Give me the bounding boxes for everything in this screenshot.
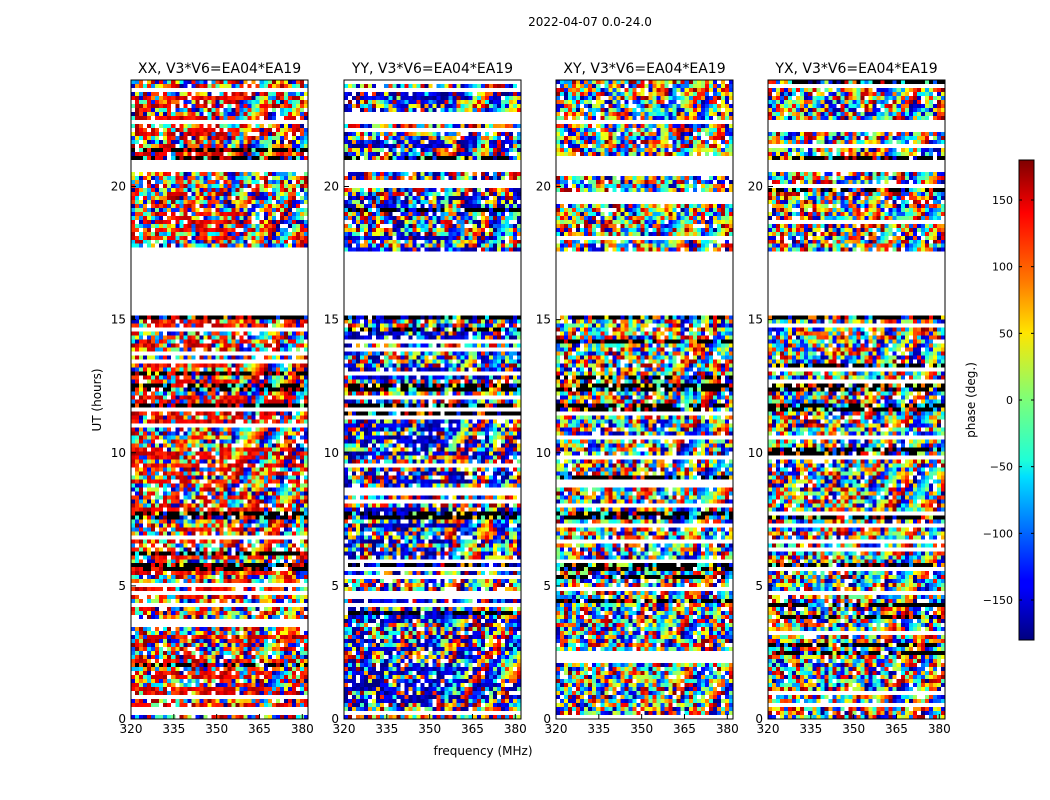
panel-title: YY, V3*V6=EA04*EA19 — [351, 61, 513, 77]
y-tick-label: 0 — [755, 712, 763, 726]
y-tick-label: 0 — [543, 712, 551, 726]
y-tick-label: 20 — [536, 180, 551, 194]
colorbar-tick-label: 100 — [992, 261, 1013, 274]
x-tick-label: 350 — [205, 722, 228, 736]
x-tick-label: 350 — [842, 722, 865, 736]
y-tick-label: 20 — [748, 180, 763, 194]
y-tick-label: 5 — [543, 579, 551, 593]
heatmap-image — [556, 80, 733, 719]
heatmap-image — [131, 80, 308, 719]
y-tick-label: 10 — [748, 446, 763, 460]
colorbar-label: phase (deg.) — [964, 362, 978, 438]
x-tick-label: 335 — [799, 722, 822, 736]
x-tick-label: 380 — [928, 722, 951, 736]
panel-frame — [555, 79, 734, 720]
y-tick-label: 10 — [536, 446, 551, 460]
x-tick-label: 365 — [461, 722, 484, 736]
y-tick-label: 5 — [755, 579, 763, 593]
panel-title: XX, V3*V6=EA04*EA19 — [138, 61, 301, 77]
colorbar: phase (deg.) 150 100 50 0 −50 −100 −150 — [964, 159, 1035, 641]
heatmap-image — [344, 80, 521, 719]
x-tick-label: 350 — [418, 722, 441, 736]
panel-yx: YX, V3*V6=EA04*EA19 320 335 350 365 380 0 5 10 15… — [748, 61, 951, 736]
figure-title: 2022-04-07 0.0-24.0 — [528, 15, 652, 29]
colorbar-tick-label: −100 — [983, 527, 1013, 540]
y-tick-label: 20 — [111, 180, 126, 194]
x-tick-label: 350 — [630, 722, 653, 736]
x-tick-label: 335 — [162, 722, 185, 736]
x-tick-label: 320 — [545, 722, 568, 736]
panel-yy: YY, V3*V6=EA04*EA19 320 335 350 365 380 0 5 10 15… — [324, 61, 527, 736]
y-tick-label: 5 — [118, 579, 126, 593]
y-tick-label: 0 — [118, 712, 126, 726]
colorbar-tick-label: 0 — [1006, 394, 1013, 407]
x-tick-label: 365 — [885, 722, 908, 736]
y-tick-label: 10 — [111, 446, 126, 460]
y-axis-label: UT (hours) — [90, 368, 104, 431]
x-tick-label: 335 — [375, 722, 398, 736]
x-tick-label: 380 — [291, 722, 314, 736]
y-tick-label: 15 — [748, 313, 763, 327]
x-tick-label: 380 — [504, 722, 527, 736]
panel-title: XY, V3*V6=EA04*EA19 — [563, 61, 725, 77]
heatmap-image — [768, 80, 945, 719]
panel-frame — [130, 79, 309, 720]
y-tick-label: 15 — [111, 313, 126, 327]
y-tick-label: 10 — [324, 446, 339, 460]
x-tick-label: 365 — [673, 722, 696, 736]
panel-frame — [767, 79, 946, 720]
x-tick-label: 320 — [757, 722, 780, 736]
panel-frame — [343, 79, 522, 720]
x-tick-label: 320 — [120, 722, 143, 736]
panel-xx: XX, V3*V6=EA04*EA19 320 335 350 365 380 0 5 10 15… — [111, 61, 314, 736]
colorbar-tick-label: 150 — [992, 194, 1013, 207]
colorbar-tick-label: −150 — [983, 594, 1013, 607]
panel-xy: XY, V3*V6=EA04*EA19 320 335 350 365 380 0 5 10 15… — [536, 61, 739, 736]
x-tick-label: 380 — [716, 722, 739, 736]
y-tick-label: 15 — [324, 313, 339, 327]
x-axis-label: frequency (MHz) — [433, 744, 532, 758]
y-tick-label: 0 — [331, 712, 339, 726]
y-tick-label: 15 — [536, 313, 551, 327]
y-tick-label: 20 — [324, 180, 339, 194]
panels-group: XX, V3*V6=EA04*EA19 320 335 350 365 380 0 5 10 15… — [111, 61, 951, 736]
y-tick-label: 5 — [331, 579, 339, 593]
x-tick-label: 320 — [333, 722, 356, 736]
x-tick-label: 335 — [587, 722, 610, 736]
colorbar-tick-label: −50 — [990, 461, 1013, 474]
colorbar-tick-label: 50 — [999, 327, 1013, 340]
panel-title: YX, V3*V6=EA04*EA19 — [774, 61, 937, 77]
x-tick-label: 365 — [248, 722, 271, 736]
